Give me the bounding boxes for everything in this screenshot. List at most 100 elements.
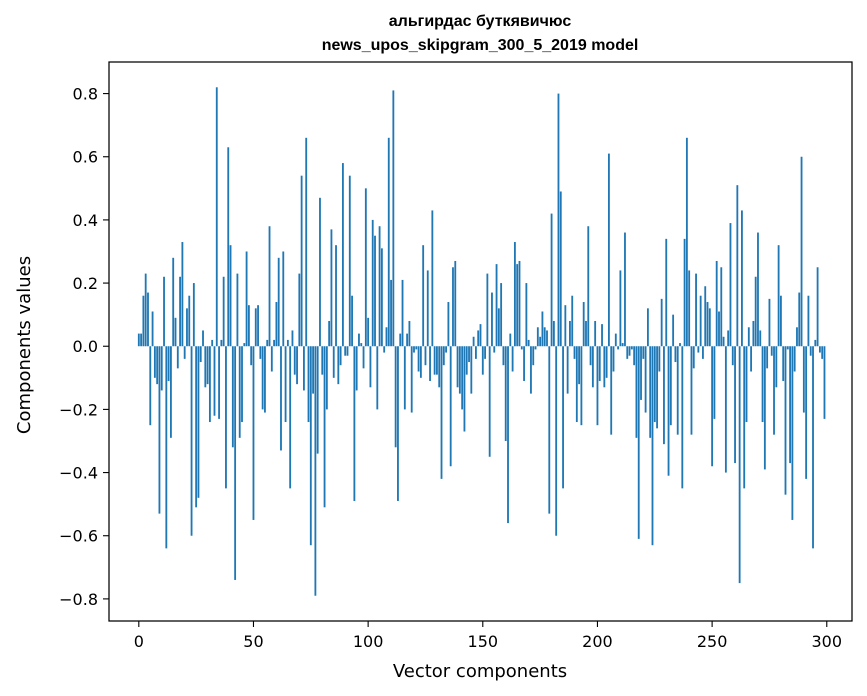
bar-207 [612,346,615,372]
chart-title-line-1: альгирдас буткявичюс [389,13,572,30]
bar-119 [410,346,413,413]
bar-88 [339,346,342,366]
bar-233 [672,314,675,347]
bar-220 [642,346,645,359]
bar-49 [250,346,253,366]
bar-225 [653,346,656,423]
bar-111 [392,90,395,347]
bar-91 [346,346,349,356]
bar-67 [291,330,294,347]
bar-25 [195,346,198,508]
bar-191 [575,346,578,423]
bar-192 [578,346,581,385]
bar-156 [495,264,498,347]
bar-223 [649,346,652,438]
bar-253 [718,311,720,347]
bar-2 [142,295,145,347]
bar-128 [431,210,434,347]
bar-29 [204,346,207,388]
bar-10 [160,346,163,391]
bar-199 [594,320,597,347]
bar-245 [699,295,702,347]
bar-84 [330,229,333,347]
y-tick-label-4: 0.0 [73,337,98,356]
y-axis-ticks: −0.8 −0.6 −0.4 −0.2 0.0 0.2 0.4 0.6 0.8 [59,85,109,609]
bar-43 [236,273,239,347]
bar-215 [630,346,633,350]
bar-51 [254,308,257,347]
bar-214 [628,346,631,356]
x-tick-label-200: 200 [582,632,613,651]
bar-257 [727,330,730,347]
bar-236 [679,343,681,347]
bar-135 [447,302,450,347]
bar-94 [353,346,356,501]
bar-100 [367,317,370,347]
bar-142 [463,346,466,432]
bar-35 [218,346,220,419]
bar-174 [536,327,539,347]
bar-126 [426,270,429,347]
bar-138 [454,260,457,347]
bar-147 [475,346,477,359]
bar-134 [445,346,448,353]
bar-193 [580,346,583,426]
bar-129 [433,346,436,375]
bar-54 [261,346,264,410]
bar-120 [413,346,415,353]
bar-298 [821,346,824,359]
bar-229 [663,346,665,445]
bar-116 [403,346,406,410]
bar-90 [344,346,347,356]
bar-41 [231,346,234,448]
bar-93 [351,295,353,347]
bar-124 [422,245,425,347]
bar-12 [165,346,168,549]
bar-291 [805,346,808,479]
bar-234 [674,346,677,363]
bar-177 [543,327,546,347]
bar-99 [364,188,367,347]
bar-241 [690,346,693,435]
bar-96 [358,333,360,347]
y-tick-label-5: 0.2 [73,274,98,293]
bar-159 [502,346,505,366]
bar-3 [144,273,147,347]
y-tick-label-2: −0.4 [59,464,98,483]
bar-32 [211,339,214,347]
bar-289 [800,156,803,347]
bar-212 [624,232,626,347]
bar-148 [477,330,480,347]
bar-297 [818,346,821,353]
bar-56 [266,339,269,347]
bar-273 [763,346,766,470]
bar-136 [449,346,452,467]
bar-262 [738,346,741,584]
bar-82 [325,346,328,410]
x-tick-label-0: 0 [134,632,144,651]
bar-146 [472,336,475,347]
bar-285 [791,346,794,520]
bar-131 [438,346,441,388]
bar-275 [768,298,771,347]
bar-230 [665,238,668,347]
bar-252 [715,260,718,347]
bar-206 [610,346,613,435]
bar-92 [348,175,351,347]
bar-155 [493,346,496,353]
bar-152 [486,273,489,347]
bar-115 [401,279,404,347]
bar-277 [773,346,775,435]
bar-247 [704,286,707,347]
x-tick-label-100: 100 [353,632,384,651]
bar-26 [197,346,200,498]
bar-127 [429,346,431,381]
bar-256 [724,346,727,473]
bar-151 [484,346,486,359]
bar-181 [552,320,555,347]
bar-290 [802,346,805,413]
bar-113 [397,346,399,501]
bar-132 [440,346,443,479]
bar-267 [750,346,753,372]
bar-36 [220,339,223,347]
